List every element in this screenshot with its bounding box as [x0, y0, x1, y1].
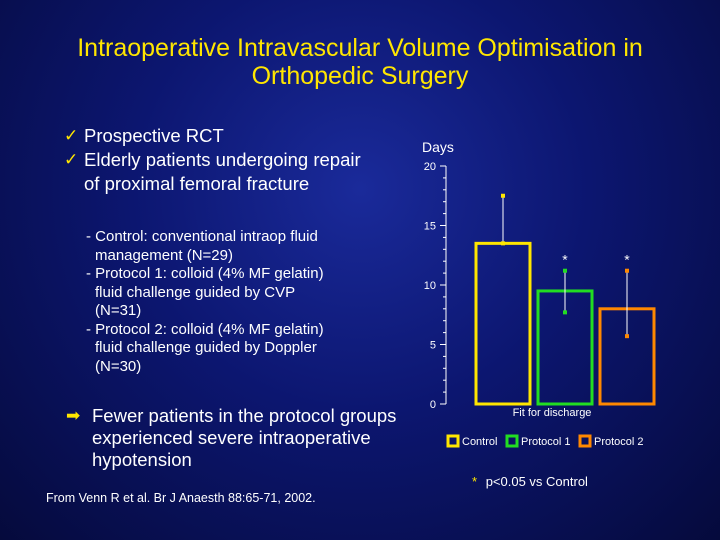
y-tick-label: 0	[430, 399, 436, 411]
error-cap-control	[501, 193, 505, 198]
significance-footnote: * p<0.05 vs Control	[472, 474, 588, 489]
y-tick-label: 5	[430, 340, 436, 352]
y-tick-label: 10	[424, 280, 436, 292]
study-groups: - Control: conventional intraop fluid ma…	[86, 228, 324, 376]
group-line: fluid challenge guided by Doppler	[95, 339, 317, 356]
group-line: fluid challenge guided by CVP	[95, 283, 296, 301]
legend-swatch-protocol-2	[578, 434, 592, 448]
group-line: - Protocol 1: colloid (4% MF gelatin)	[86, 265, 324, 282]
y-axis-label: Days	[422, 139, 454, 155]
checkmark-icon: ✓	[64, 126, 79, 145]
legend: Control Protocol 1 Protocol 2	[446, 434, 644, 448]
y-tick-label: 15	[424, 221, 436, 233]
conclusion: ➡ Fewer patients in the protocol groups …	[66, 405, 396, 471]
error-cap-protocol-1	[563, 268, 567, 273]
group-line: management (N=29)	[95, 246, 233, 264]
bar-control	[474, 241, 532, 406]
error-cap-protocol-2	[625, 268, 629, 273]
group-control: - Control: conventional intraop fluid ma…	[86, 228, 324, 265]
title-line-2: Orthopedic Surgery	[251, 62, 469, 90]
conclusion-line: hypotension	[92, 449, 192, 470]
checkmark-icon: ✓	[64, 150, 79, 169]
legend-swatch-protocol-1	[505, 434, 519, 448]
legend-label-protocol-2: Protocol 2	[594, 436, 644, 448]
conclusion-line: experienced severe intraoperative	[92, 427, 371, 448]
title-line-1: Intraoperative Intravascular Volume Opti…	[77, 34, 643, 62]
bullet-text: Prospective RCT	[84, 125, 224, 146]
bullet-item: ✓ Prospective RCT	[64, 124, 361, 148]
group-line: - Protocol 2: colloid (4% MF gelatin)	[86, 320, 324, 338]
group-protocol-1: - Protocol 1: colloid (4% MF gelatin) fl…	[86, 265, 324, 321]
y-tick-label: 20	[424, 161, 436, 173]
legend-label-protocol-1: Protocol 1	[521, 436, 571, 448]
reference-citation: From Venn R et al. Br J Anaesth 88:65-71…	[46, 491, 316, 505]
legend-label-control: Control	[462, 436, 497, 448]
significance-star: *	[624, 252, 630, 268]
slide-title: Intraoperative Intravascular Volume Opti…	[0, 34, 720, 90]
error-cap-protocol-1	[563, 310, 567, 315]
group-line: (N=31)	[95, 302, 142, 319]
bullet-list: ✓ Prospective RCT ✓ Elderly patients und…	[64, 124, 361, 196]
footnote-text: p<0.05 vs Control	[486, 474, 588, 489]
error-cap-protocol-2	[625, 334, 629, 339]
bullet-item: ✓ Elderly patients undergoing repair	[64, 148, 361, 172]
group-protocol-2: - Protocol 2: colloid (4% MF gelatin) fl…	[86, 321, 324, 377]
y-ticks: 0 5 10 15 20	[424, 161, 446, 411]
legend-swatch-control	[446, 434, 460, 448]
significance-star: *	[562, 252, 568, 268]
group-line: (N=30)	[95, 357, 142, 375]
conclusion-line: Fewer patients in the protocol groups	[92, 405, 397, 426]
bullet-text: Elderly patients undergoing repair	[84, 149, 361, 170]
bullet-continuation: of proximal femoral fracture	[84, 173, 310, 194]
arrow-right-icon: ➡	[66, 406, 81, 425]
error-cap-control	[501, 241, 505, 246]
group-line: - Control: conventional intraop fluid	[86, 228, 318, 245]
bars: * *	[474, 193, 656, 406]
x-category-label: Fit for discharge	[513, 407, 592, 419]
footnote-star: *	[472, 474, 477, 489]
